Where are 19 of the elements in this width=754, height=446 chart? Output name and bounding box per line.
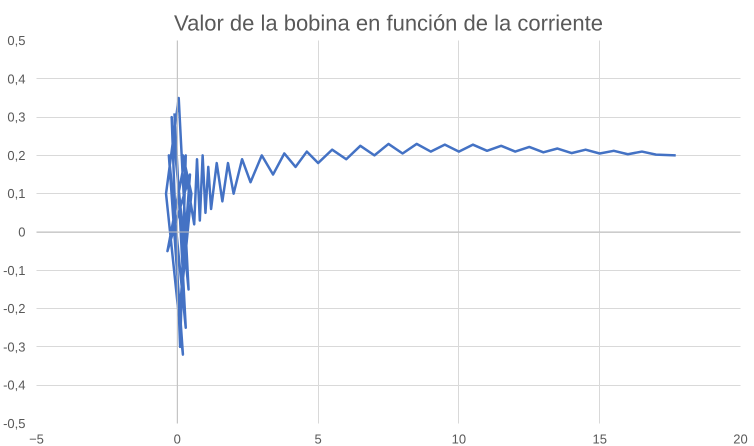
x-tick-label: 10	[452, 432, 466, 446]
x-tick-label: −5	[29, 432, 44, 446]
y-tick-label: -0,5	[3, 416, 26, 431]
x-tick-label: 15	[592, 432, 607, 446]
y-tick-label: -0,3	[3, 339, 26, 354]
y-tick-label: -0,4	[3, 378, 26, 393]
line-series	[164, 96, 677, 356]
x-tick-label: 20	[733, 432, 748, 446]
y-tick-label: 0	[18, 224, 26, 240]
y-tick-label: 0,1	[7, 186, 26, 202]
y-tick-label: -0,1	[3, 262, 26, 278]
x-tick-label: 0	[174, 432, 181, 446]
chart-title: Valor de la bobina en función de la corriente	[174, 10, 603, 36]
x-tick-label: 5	[314, 432, 322, 446]
y-tick-label: 0,3	[7, 110, 26, 125]
y-tick-label: -0,2	[3, 301, 26, 316]
y-tick-label: 0,5	[7, 33, 26, 48]
y-tick-label: 0,2	[7, 148, 26, 163]
y-tick-label: 0,4	[7, 71, 26, 86]
